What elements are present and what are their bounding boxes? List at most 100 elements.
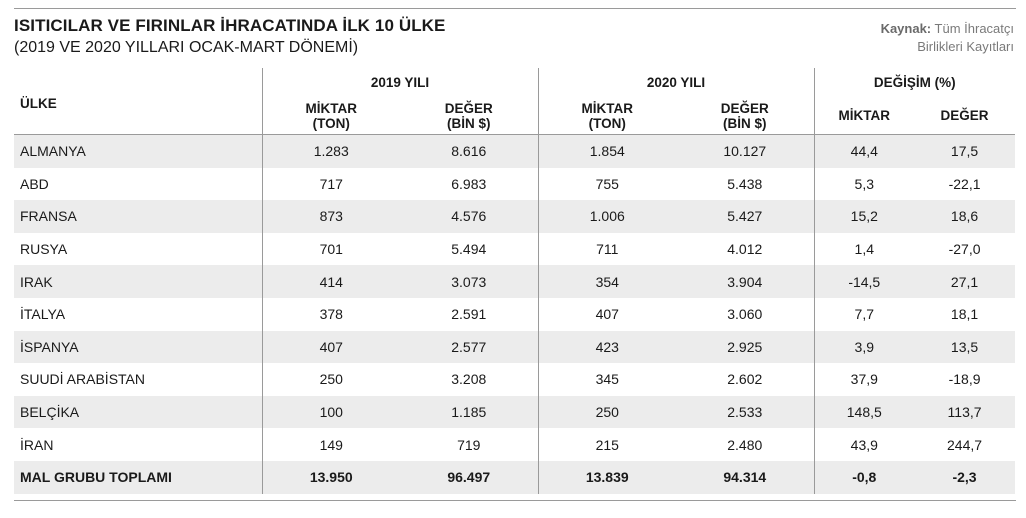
change-deger-cell: -22,1 [948, 175, 981, 192]
deger-2020-cell: 5.438 [727, 175, 763, 192]
page-title: ISITICILAR VE FIRINLAR İHRACATINDA İLK 1… [14, 16, 446, 35]
country-cell: İRAN [20, 436, 54, 453]
miktar-2020-cell: 755 [537, 167, 677, 201]
header-group-change: DEĞİŞİM (%) [813, 68, 1016, 97]
header-2019-deger: DEĞER (BİN $) [444, 100, 493, 131]
deger-2020-cell: 4.012 [727, 241, 763, 258]
country-cell: ALMANYA [14, 134, 262, 168]
deger-2020-cell: 2.533 [676, 395, 815, 429]
table-row: İSPANYA 407 2.577 423 2.925 3,9 13,5 [14, 330, 1016, 364]
header-2019-miktar: MİKTAR (TON) [261, 97, 400, 135]
change-miktar-cell: 3,9 [813, 330, 915, 364]
miktar-2020-cell: 354 [537, 265, 677, 298]
country-cell: İTALYA [20, 306, 66, 323]
miktar-2019-cell: 1.283 [261, 134, 400, 168]
page-subtitle: (2019 VE 2020 YILLARI OCAK-MART DÖNEMİ) [14, 39, 359, 56]
header-2020-miktar: MİKTAR (TON) [537, 97, 677, 135]
miktar-2020-cell: 345 [537, 363, 677, 396]
deger-2020-cell: 2.480 [727, 436, 763, 453]
table-row: RUSYA 701 5.494 711 4.012 1,4 -27,0 [14, 232, 1015, 266]
deger-2019-cell: 6.983 [451, 175, 487, 192]
source-line2: Birlikleri Kayıtları [917, 39, 1014, 54]
miktar-2020-cell: 1.854 [537, 134, 677, 168]
export-table: ÜLKE 2019 YILI 2020 YILI DEĞİŞİM (%) MİK… [14, 68, 1016, 494]
miktar-2020-cell: 250 [537, 395, 677, 429]
country-cell: SUUDİ ARABİSTAN [20, 371, 145, 388]
change-deger-cell: 27,1 [914, 265, 1016, 298]
miktar-2019-cell: 414 [261, 265, 400, 298]
total-row: MAL GRUBU TOPLAMI 13.950 96.497 13.839 9… [14, 460, 1016, 494]
table-row: SUUDİ ARABİSTAN 250 3.208 345 2.602 37,9 -18,9 [14, 363, 1015, 396]
deger-2019-cell: 2.591 [451, 306, 487, 323]
total-cell: 96.497 [400, 460, 539, 494]
country-cell: İSPANYA [14, 330, 262, 364]
miktar-2020-cell: 215 [537, 428, 677, 461]
deger-2019-cell: 3.208 [451, 371, 487, 388]
deger-2019-cell: 5.494 [451, 241, 487, 258]
table-row: ALMANYA 1.283 8.616 1.854 10.127 44,4 17,5 [14, 134, 1016, 168]
miktar-2019-cell: 100 [261, 395, 400, 429]
deger-2020-cell: 2.925 [676, 330, 815, 364]
change-miktar-cell: 7,7 [813, 297, 915, 331]
miktar-2020-cell: 1.006 [537, 200, 677, 233]
table-row: FRANSA 873 4.576 1.006 5.427 15,2 18,6 [14, 200, 1016, 233]
change-deger-cell: -27,0 [948, 241, 981, 258]
miktar-2019-cell: 717 [261, 167, 400, 201]
total-cell: 94.314 [676, 460, 815, 494]
country-cell: IRAK [14, 265, 262, 298]
header-change-deger: DEĞER [940, 108, 989, 123]
source-line1: Tüm İhracatçı [934, 21, 1014, 36]
table-row: İRAN 149 719 215 2.480 43,9 244,7 [14, 428, 1015, 461]
country-cell: FRANSA [14, 200, 262, 233]
change-deger-cell: 244,7 [947, 436, 983, 453]
header-change-miktar: MİKTAR [813, 97, 915, 135]
top-rule [14, 8, 1016, 9]
change-deger-cell: 18,1 [950, 306, 979, 323]
deger-2019-cell: 2.577 [400, 330, 539, 364]
deger-2020-cell: 2.602 [727, 371, 763, 388]
miktar-2020-cell: 407 [537, 297, 677, 331]
deger-2020-cell: 3.060 [727, 306, 763, 323]
country-cell: ABD [20, 175, 49, 192]
change-miktar-cell: 5,3 [813, 167, 915, 201]
change-deger-cell: 18,6 [914, 200, 1016, 233]
header-2020-deger: DEĞER (BİN $) [720, 100, 769, 131]
header-group-2019: 2019 YILI [261, 68, 539, 97]
table-row: IRAK 414 3.073 354 3.904 -14,5 27,1 [14, 265, 1016, 298]
deger-2019-cell: 3.073 [400, 265, 539, 298]
change-deger-cell: 17,5 [914, 134, 1016, 168]
total-cell: -0,8 [813, 460, 915, 494]
bottom-rule [14, 500, 1016, 501]
deger-2019-cell: 1.185 [400, 395, 539, 429]
change-deger-cell: -18,9 [948, 371, 981, 388]
deger-2020-cell: 5.427 [676, 200, 815, 233]
total-label: MAL GRUBU TOPLAMI [14, 460, 262, 494]
deger-2019-cell: 719 [457, 436, 481, 453]
deger-2019-cell: 4.576 [400, 200, 539, 233]
change-miktar-cell: 15,2 [813, 200, 915, 233]
change-miktar-cell: 148,5 [813, 395, 915, 429]
total-cell: 13.950 [261, 460, 400, 494]
change-miktar-cell: 44,4 [813, 134, 915, 168]
miktar-2019-cell: 701 [261, 232, 400, 266]
miktar-2019-cell: 378 [261, 297, 400, 331]
header-country: ÜLKE [20, 96, 57, 111]
header-group-2020: 2020 YILI [537, 68, 815, 97]
miktar-2019-cell: 250 [261, 363, 400, 396]
table-row: BELÇİKA 100 1.185 250 2.533 148,5 113,7 [14, 395, 1016, 429]
miktar-2019-cell: 873 [261, 200, 400, 233]
change-miktar-cell: 1,4 [813, 232, 915, 266]
change-miktar-cell: 37,9 [813, 363, 915, 396]
deger-2019-cell: 8.616 [400, 134, 539, 168]
change-deger-cell: 113,7 [914, 395, 1016, 429]
total-cell: 13.839 [537, 460, 677, 494]
table-row: ABD 717 6.983 755 5.438 5,3 -22,1 [14, 167, 1015, 201]
miktar-2020-cell: 711 [537, 232, 677, 266]
miktar-2020-cell: 423 [537, 330, 677, 364]
miktar-2019-cell: 407 [261, 330, 400, 364]
country-cell: BELÇİKA [14, 395, 262, 429]
change-deger-cell: 13,5 [914, 330, 1016, 364]
table-row: İTALYA 378 2.591 407 3.060 7,7 18,1 [14, 297, 1015, 331]
deger-2020-cell: 3.904 [676, 265, 815, 298]
change-miktar-cell: -14,5 [813, 265, 915, 298]
